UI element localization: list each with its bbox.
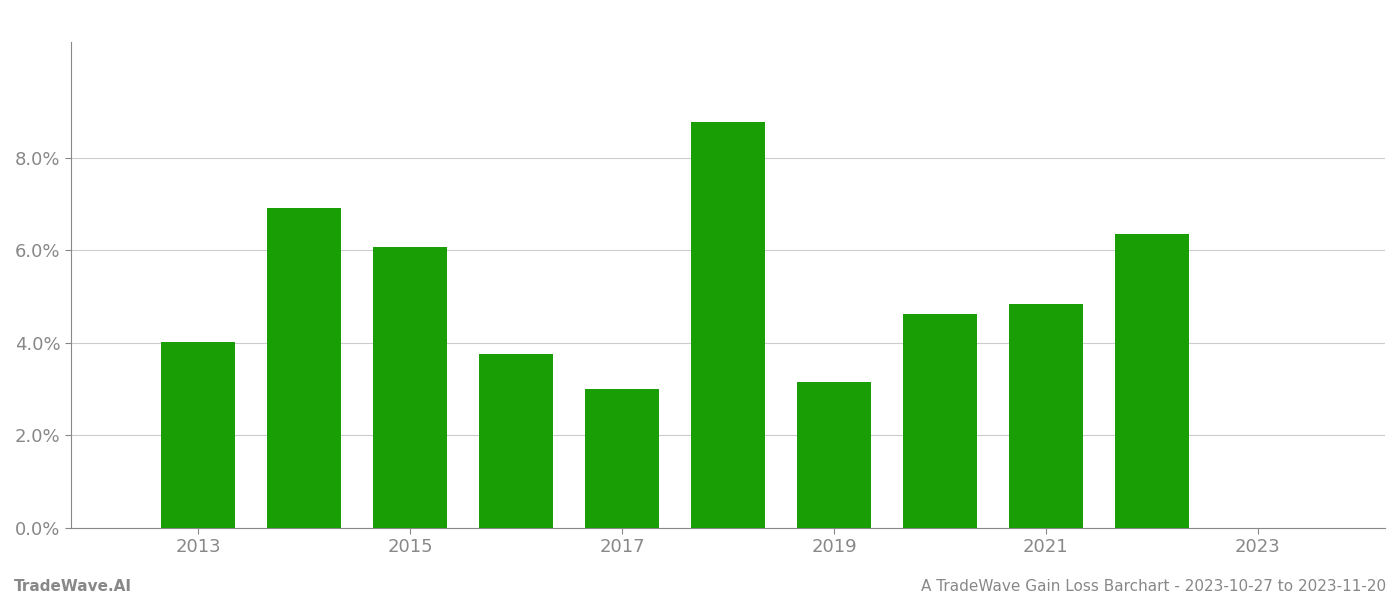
Bar <box>797 382 871 528</box>
Bar <box>1114 234 1189 528</box>
Text: TradeWave.AI: TradeWave.AI <box>14 579 132 594</box>
Bar <box>1009 304 1084 528</box>
Bar <box>372 247 447 528</box>
Bar <box>161 343 235 528</box>
Bar <box>267 208 342 528</box>
Bar <box>585 389 659 528</box>
Bar <box>692 122 766 528</box>
Bar <box>479 355 553 528</box>
Bar <box>903 314 977 528</box>
Text: A TradeWave Gain Loss Barchart - 2023-10-27 to 2023-11-20: A TradeWave Gain Loss Barchart - 2023-10… <box>921 579 1386 594</box>
